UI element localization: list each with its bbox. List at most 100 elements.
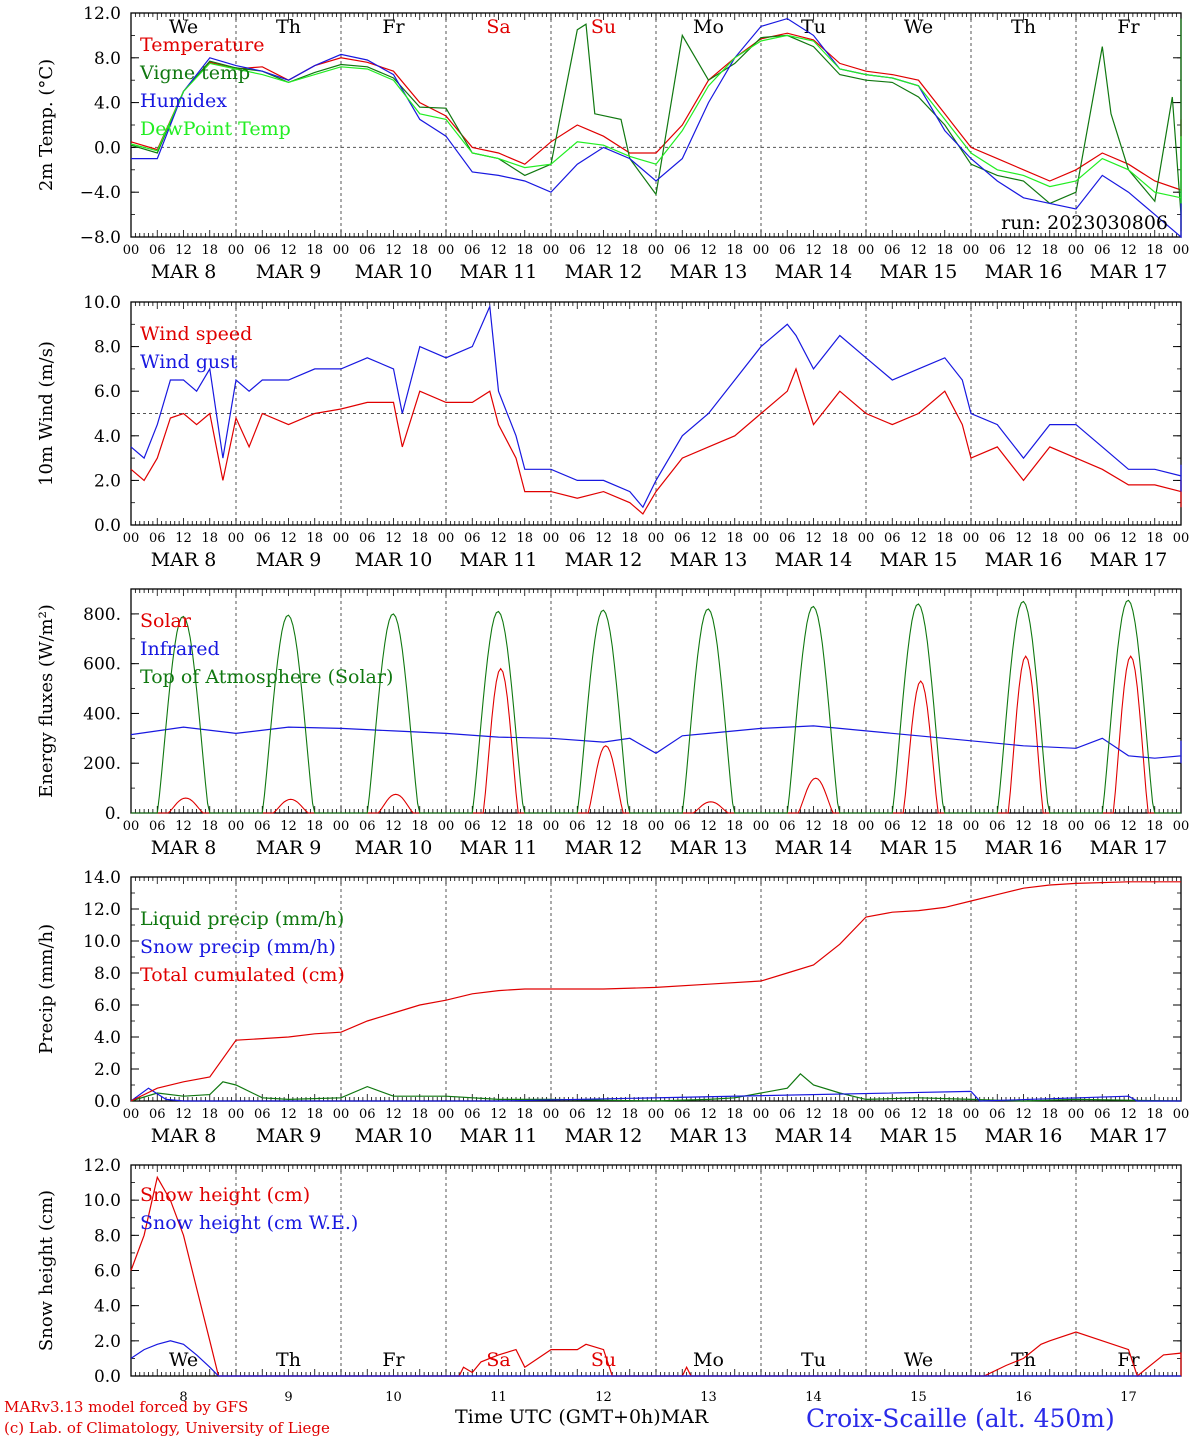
hour-tick-label: 00 [333,1107,350,1122]
hour-tick-label: 18 [831,243,848,258]
weekday-label: Fr [1117,1349,1140,1371]
hour-tick-label: 06 [254,531,271,546]
date-label: MAR 9 [256,1125,322,1147]
legend-entry: Infrared [140,638,220,660]
hour-tick-label: 00 [858,243,875,258]
y-tick-label: 10.0 [83,293,121,313]
weekday-label: We [169,1349,198,1371]
hour-tick-label: 12 [805,819,822,834]
hour-tick-label: 12 [910,531,927,546]
y-tick-label: 14.0 [83,868,121,888]
hour-tick-label: 12 [1015,243,1032,258]
series-snow-height-cm-w-e- [130,1340,1181,1377]
legend-entry: Temperature [140,34,264,56]
hour-tick-label: 18 [201,819,218,834]
weekday-label: Tu [801,1349,826,1371]
hour-tick-label: 12 [280,531,297,546]
hour-tick-label: 06 [779,819,796,834]
hour-tick-label: 12 [175,819,192,834]
date-label: MAR 9 [256,837,322,859]
date-label: MAR 10 [355,549,433,571]
date-label: MAR 17 [1090,1125,1168,1147]
date-label: MAR 13 [670,1125,748,1147]
hour-tick-label: 18 [621,1107,638,1122]
y-axis-label: Snow height (cm) [36,1190,57,1351]
hour-tick-label: 00 [333,819,350,834]
hour-tick-label: 18 [621,531,638,546]
y-tick-label: 2.0 [94,1060,121,1080]
series-snow-precip-mm-h- [130,1087,1181,1102]
y-tick-label: 2.0 [94,471,121,491]
hour-tick-label: 12 [700,1107,717,1122]
hour-tick-label: 12 [280,819,297,834]
series-liquid-precip-mm-h- [130,1072,1182,1102]
hour-tick-label: 06 [989,243,1006,258]
series-wind-speed [130,367,1182,515]
hour-tick-label: 06 [464,819,481,834]
weekday-label: Th [1011,16,1036,38]
date-label: MAR 8 [151,1125,217,1147]
hour-tick-label: 00 [1173,819,1190,834]
hour-tick-label: 12 [175,531,192,546]
y-tick-label: 800. [83,605,121,625]
y-axis-label: 2m Temp. (°C) [36,59,57,191]
date-label: MAR 16 [985,1125,1063,1147]
weekday-label: We [169,16,198,38]
hour-tick-label: 00 [543,819,560,834]
hour-tick-label: 00 [543,1107,560,1122]
hour-tick-label: 00 [438,243,455,258]
legend-entry: Snow height (cm W.E.) [140,1212,358,1234]
hour-tick-label: 00 [1173,531,1190,546]
hour-tick-label: 06 [674,243,691,258]
y-tick-label: 8.0 [94,338,121,358]
hour-tick-label: 12 [490,243,507,258]
y-axis-label: Precip (mm/h) [36,924,57,1054]
hour-tick-label: 06 [779,243,796,258]
hour-tick-label: 00 [228,1107,245,1122]
hour-tick-label: 18 [201,243,218,258]
weekday-label: Mo [693,1349,724,1371]
hour-tick-label: 06 [569,1107,586,1122]
hour-tick-label: 06 [254,1107,271,1122]
hour-tick-label: 18 [936,243,953,258]
y-tick-label: 0. [105,804,121,824]
day-number-label: 14 [805,1390,822,1405]
y-tick-label: 10.0 [83,1191,121,1211]
hour-tick-label: 12 [805,1107,822,1122]
plot-frame [130,588,1182,814]
legend-entry: Total cumulated (cm) [140,964,345,986]
hour-tick-label: 06 [359,243,376,258]
date-label: MAR 15 [880,1125,958,1147]
hour-tick-label: 06 [1094,819,1111,834]
hour-tick-label: 00 [858,1107,875,1122]
hour-tick-label: 06 [149,819,166,834]
hour-tick-label: 12 [385,243,402,258]
date-label: MAR 13 [670,549,748,571]
weekday-label: Su [591,1349,616,1371]
legend-entry: Humidex [140,90,227,112]
y-axis-label: 10m Wind (m/s) [36,341,57,486]
hour-tick-label: 06 [464,531,481,546]
y-tick-label: −8.0 [80,228,121,248]
y-tick-label: 12.0 [83,1156,121,1176]
weekday-label: Fr [382,16,405,38]
hour-tick-label: 06 [884,819,901,834]
date-label: MAR 15 [880,261,958,283]
y-axis-label: Energy fluxes (W/m²) [36,604,57,798]
hour-tick-label: 18 [306,819,323,834]
hour-tick-label: 06 [359,531,376,546]
hour-tick-label: 18 [831,531,848,546]
hour-tick-label: 12 [700,531,717,546]
hour-tick-label: 12 [1120,243,1137,258]
hour-tick-label: 12 [385,531,402,546]
hour-tick-label: 12 [175,243,192,258]
weekday-label: Fr [382,1349,405,1371]
date-label: MAR 12 [565,549,643,571]
hour-tick-label: 00 [858,531,875,546]
hour-tick-label: 18 [1146,1107,1163,1122]
y-tick-label: 400. [83,704,121,724]
date-label: MAR 9 [256,549,322,571]
series-infrared [130,725,1182,764]
hour-tick-label: 12 [700,819,717,834]
weekday-label: Th [276,16,301,38]
